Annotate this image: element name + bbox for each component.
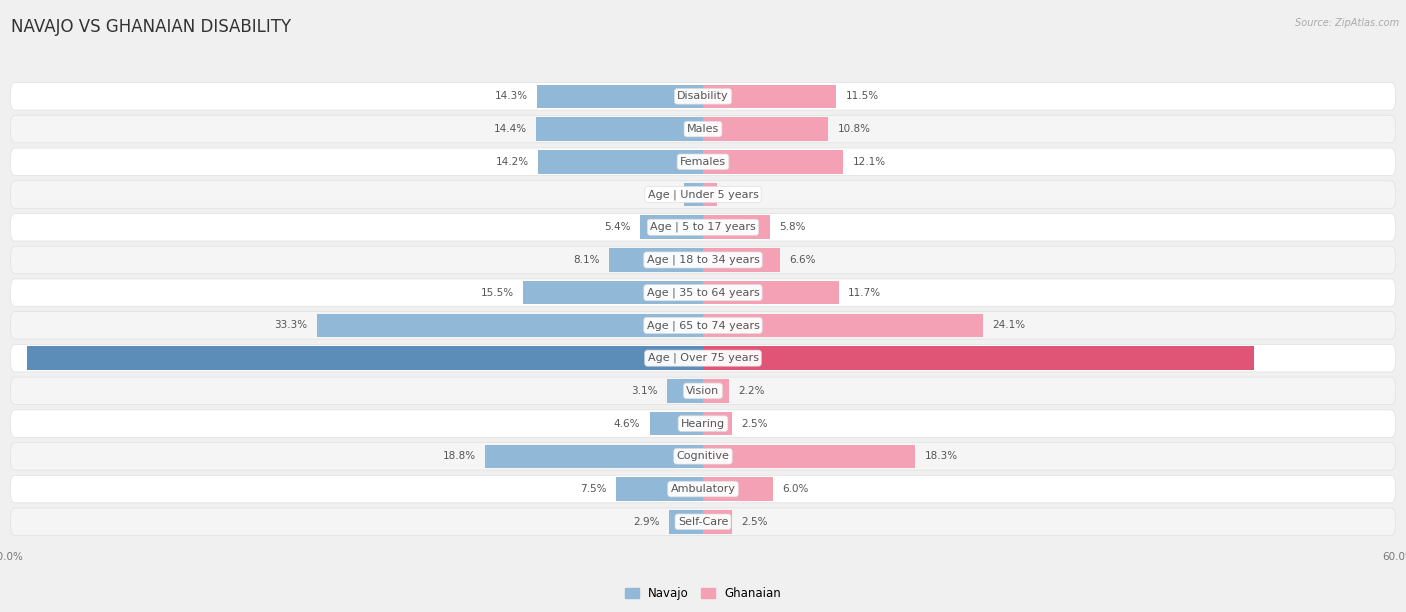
Bar <box>650 412 703 435</box>
Text: 5.4%: 5.4% <box>605 222 631 232</box>
Text: Cognitive: Cognitive <box>676 451 730 461</box>
Text: 6.0%: 6.0% <box>782 484 808 494</box>
Bar <box>523 281 703 305</box>
Bar <box>703 510 733 534</box>
Bar <box>703 118 828 141</box>
Bar <box>536 118 703 141</box>
Bar <box>666 379 703 403</box>
Text: Hearing: Hearing <box>681 419 725 428</box>
Bar <box>538 150 703 174</box>
Legend: Navajo, Ghanaian: Navajo, Ghanaian <box>620 582 786 605</box>
Text: 4.6%: 4.6% <box>614 419 640 428</box>
Text: 5.8%: 5.8% <box>779 222 806 232</box>
Bar <box>537 84 703 108</box>
FancyBboxPatch shape <box>10 345 1396 372</box>
Text: 2.9%: 2.9% <box>634 517 659 527</box>
Text: 12.1%: 12.1% <box>852 157 886 167</box>
Text: Age | 35 to 64 years: Age | 35 to 64 years <box>647 288 759 298</box>
Bar <box>703 215 770 239</box>
Bar <box>703 84 837 108</box>
Text: 58.3%: 58.3% <box>681 353 716 363</box>
Text: 18.3%: 18.3% <box>925 451 957 461</box>
Bar <box>609 248 703 272</box>
Text: 2.2%: 2.2% <box>738 386 765 396</box>
Bar <box>485 444 703 468</box>
Bar <box>640 215 703 239</box>
Text: Age | 65 to 74 years: Age | 65 to 74 years <box>647 320 759 330</box>
Text: Disability: Disability <box>678 91 728 102</box>
Text: 8.1%: 8.1% <box>574 255 600 265</box>
Text: Age | 5 to 17 years: Age | 5 to 17 years <box>650 222 756 233</box>
FancyBboxPatch shape <box>10 83 1396 110</box>
FancyBboxPatch shape <box>10 442 1396 470</box>
Bar <box>703 412 733 435</box>
Text: 10.8%: 10.8% <box>838 124 870 134</box>
Text: 11.5%: 11.5% <box>845 91 879 102</box>
Text: 14.2%: 14.2% <box>496 157 529 167</box>
Text: Vision: Vision <box>686 386 720 396</box>
Text: Males: Males <box>688 124 718 134</box>
Text: 3.1%: 3.1% <box>631 386 658 396</box>
Text: 1.2%: 1.2% <box>725 190 752 200</box>
Bar <box>703 477 773 501</box>
Text: Age | Over 75 years: Age | Over 75 years <box>648 353 758 364</box>
Bar <box>27 346 703 370</box>
FancyBboxPatch shape <box>10 214 1396 241</box>
FancyBboxPatch shape <box>10 410 1396 438</box>
Text: 6.6%: 6.6% <box>789 255 815 265</box>
Text: 14.3%: 14.3% <box>495 91 527 102</box>
Bar <box>685 183 703 206</box>
Bar <box>616 477 703 501</box>
Bar <box>703 313 983 337</box>
Text: Source: ZipAtlas.com: Source: ZipAtlas.com <box>1295 18 1399 28</box>
FancyBboxPatch shape <box>10 279 1396 307</box>
Text: 33.3%: 33.3% <box>274 321 308 330</box>
Text: 47.5%: 47.5% <box>1340 353 1376 363</box>
Text: 15.5%: 15.5% <box>481 288 515 297</box>
Text: Age | Under 5 years: Age | Under 5 years <box>648 189 758 200</box>
Text: 18.8%: 18.8% <box>443 451 475 461</box>
FancyBboxPatch shape <box>10 476 1396 503</box>
FancyBboxPatch shape <box>10 508 1396 536</box>
FancyBboxPatch shape <box>10 181 1396 208</box>
Bar <box>703 183 717 206</box>
Bar <box>703 444 915 468</box>
Bar <box>703 379 728 403</box>
Bar <box>703 248 779 272</box>
Text: 14.4%: 14.4% <box>494 124 527 134</box>
Text: Females: Females <box>681 157 725 167</box>
FancyBboxPatch shape <box>10 148 1396 176</box>
Text: 24.1%: 24.1% <box>991 321 1025 330</box>
Bar <box>316 313 703 337</box>
Bar <box>703 150 844 174</box>
Bar <box>703 281 839 305</box>
FancyBboxPatch shape <box>10 115 1396 143</box>
Text: Self-Care: Self-Care <box>678 517 728 527</box>
Text: Age | 18 to 34 years: Age | 18 to 34 years <box>647 255 759 265</box>
Text: NAVAJO VS GHANAIAN DISABILITY: NAVAJO VS GHANAIAN DISABILITY <box>11 18 291 36</box>
Text: 11.7%: 11.7% <box>848 288 882 297</box>
Bar <box>703 346 1254 370</box>
Text: 2.5%: 2.5% <box>741 419 768 428</box>
Text: 2.5%: 2.5% <box>741 517 768 527</box>
Text: Ambulatory: Ambulatory <box>671 484 735 494</box>
Text: 1.6%: 1.6% <box>648 190 675 200</box>
Bar <box>669 510 703 534</box>
Text: 7.5%: 7.5% <box>581 484 607 494</box>
FancyBboxPatch shape <box>10 312 1396 339</box>
FancyBboxPatch shape <box>10 246 1396 274</box>
FancyBboxPatch shape <box>10 377 1396 405</box>
